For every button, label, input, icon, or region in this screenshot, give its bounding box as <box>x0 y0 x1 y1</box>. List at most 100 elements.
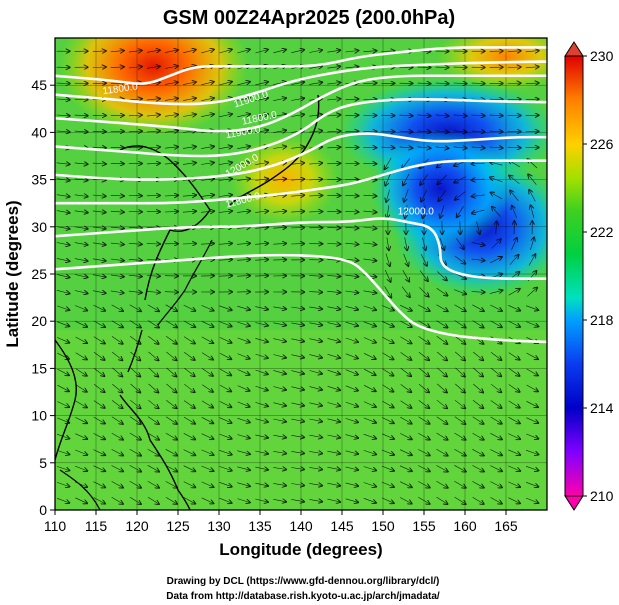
wind-arrow <box>129 449 141 455</box>
wind-arrow <box>56 498 69 503</box>
wind-arrow <box>111 496 123 504</box>
contour-11950 <box>55 98 547 158</box>
wind-arrow <box>57 368 69 375</box>
wind-arrow <box>345 482 359 486</box>
wind-arrow <box>237 130 250 133</box>
wind-arrow <box>56 321 69 327</box>
wind-arrow <box>491 193 503 200</box>
wind-arrow <box>273 402 286 406</box>
wind-arrow <box>56 258 70 261</box>
wind-arrow <box>345 275 358 277</box>
wind-arrow <box>508 320 520 327</box>
wind-arrow <box>490 304 502 311</box>
wind-arrow <box>92 163 106 164</box>
y-axis: 0 5 10 15 20 25 30 35 40 45 <box>31 77 55 518</box>
wind-arrow <box>386 189 390 202</box>
wind-arrow <box>327 402 341 407</box>
wind-arrow <box>56 290 70 293</box>
wind-arrow <box>273 211 286 212</box>
wind-arrow <box>327 483 340 486</box>
wind-arrow <box>382 336 394 343</box>
coastline-philippines <box>119 394 191 510</box>
wind-arrow <box>327 115 340 116</box>
wind-arrow <box>164 147 178 148</box>
wind-arrow <box>93 320 105 327</box>
wind-arrow <box>490 257 502 264</box>
wind-arrow <box>525 449 538 454</box>
wind-arrow <box>165 50 178 53</box>
wind-arrow <box>147 416 159 424</box>
wind-arrow <box>507 51 521 52</box>
wind-arrow <box>381 497 394 503</box>
wind-arrow <box>273 243 286 244</box>
wind-arrow <box>309 370 323 374</box>
wind-arrow <box>75 465 87 471</box>
wind-arrow <box>309 307 322 309</box>
wind-arrow <box>399 147 413 148</box>
wind-arrow <box>219 114 232 117</box>
wind-arrow <box>526 433 538 439</box>
wind-arrow <box>327 50 340 52</box>
wind-arrow <box>166 351 176 360</box>
wind-arrow <box>111 320 123 328</box>
wind-arrow <box>327 338 341 341</box>
y-tick-label-20: 20 <box>31 313 47 329</box>
wind-arrow <box>111 432 123 440</box>
x-tick-label-155: 155 <box>412 518 436 534</box>
wind-arrow <box>489 131 503 132</box>
wind-arrow <box>219 401 232 407</box>
contour-12100 <box>55 217 547 281</box>
wind-arrow <box>273 114 286 116</box>
wind-arrow <box>363 450 376 454</box>
colorbar-ticks: 210 214 218 222 226 230 <box>583 48 614 504</box>
wind-arrow <box>438 190 446 201</box>
wind-arrow <box>528 254 535 266</box>
wind-arrow <box>363 385 376 391</box>
wind-arrow <box>490 481 502 488</box>
wind-arrow <box>146 260 160 261</box>
wind-arrow <box>363 482 376 487</box>
wind-arrow <box>129 304 141 311</box>
wind-arrow <box>146 131 160 132</box>
wind-arrow <box>471 131 485 132</box>
wind-arrow <box>399 115 413 116</box>
wind-arrow <box>75 321 87 327</box>
wind-arrow <box>363 243 376 245</box>
wind-arrow <box>363 291 377 293</box>
wind-arrow <box>489 115 503 116</box>
wind-arrow <box>508 481 520 487</box>
wind-arrow <box>111 481 123 487</box>
wind-arrow <box>202 368 213 376</box>
wind-arrow <box>400 352 412 360</box>
wind-arrow <box>400 384 412 392</box>
wind-arrow <box>381 481 394 487</box>
wind-arrow <box>528 175 537 185</box>
wind-arrow <box>399 304 412 311</box>
wind-arrow <box>453 147 467 148</box>
wind-arrow <box>129 320 141 328</box>
wind-arrow <box>309 499 322 501</box>
wind-arrow <box>382 384 393 392</box>
wind-arrow <box>327 291 340 292</box>
wind-arrow <box>309 195 322 196</box>
wind-arrow <box>327 163 340 164</box>
wind-arrow <box>255 50 268 54</box>
wind-arrow <box>111 449 124 455</box>
wind-arrow <box>219 497 232 503</box>
wind-arrow <box>345 450 359 454</box>
wind-arrow <box>381 417 394 424</box>
wind-arrow <box>404 189 409 202</box>
wind-arrow <box>345 434 359 439</box>
wind-arrow <box>201 305 214 310</box>
wind-arrow <box>146 291 160 292</box>
wind-arrow <box>435 83 449 84</box>
wind-arrow <box>201 336 213 343</box>
wind-arrow <box>165 320 177 328</box>
wind-arrow <box>56 195 70 197</box>
wind-arrow <box>453 83 467 84</box>
wind-arrow <box>309 467 322 469</box>
wind-arrow <box>219 433 232 439</box>
wind-arrow <box>255 211 268 212</box>
wind-arrow <box>525 99 539 100</box>
